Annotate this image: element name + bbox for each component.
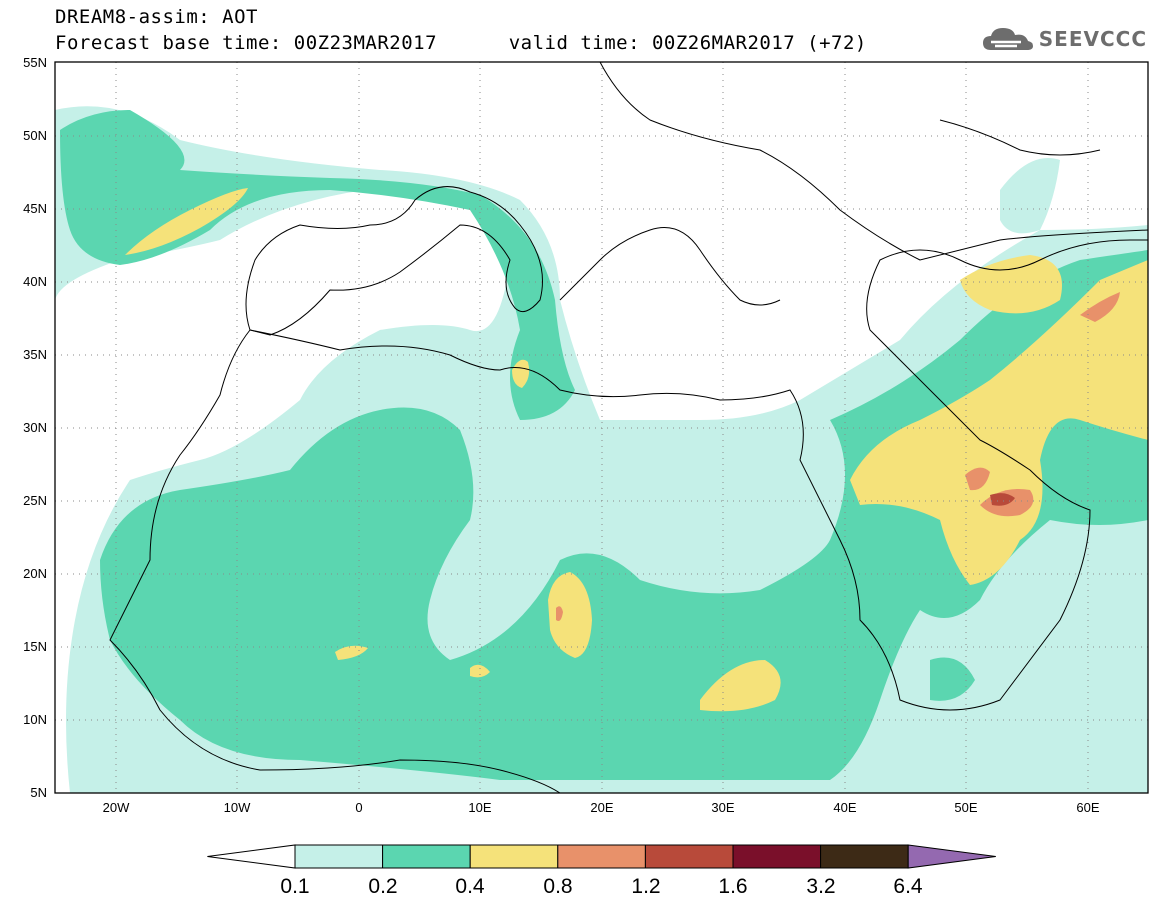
colorbar-segment xyxy=(294,844,384,869)
lat-label: 20N xyxy=(23,566,47,581)
seevccc-logo: SEEVCCC xyxy=(981,24,1147,54)
lon-label: 20W xyxy=(103,800,130,815)
colorbar-label: 1.2 xyxy=(631,875,660,898)
colorbar-label: 0.1 xyxy=(280,875,309,898)
map-frame xyxy=(54,61,1149,794)
colorbar-segment xyxy=(382,844,471,869)
colorbar-segment xyxy=(732,844,822,869)
lon-label: 0 xyxy=(355,800,362,815)
graticule xyxy=(55,62,1148,793)
colorbar-label: 0.8 xyxy=(543,875,572,898)
lon-label: 30E xyxy=(711,800,734,815)
lon-label: 20E xyxy=(590,800,613,815)
lat-label: 15N xyxy=(23,639,47,654)
colorbar-segment xyxy=(644,844,734,869)
colorbar-label: 3.2 xyxy=(806,875,835,898)
colorbar-segment xyxy=(557,844,646,869)
colorbar-segment xyxy=(469,844,559,869)
colorbar-labels: 0.1 0.2 0.4 0.8 1.2 1.6 3.2 6.4 xyxy=(280,875,923,898)
map-subtitle: Forecast base time: 00Z23MAR2017 valid t… xyxy=(55,32,867,54)
lat-label: 5N xyxy=(30,785,47,800)
lat-label: 10N xyxy=(23,712,47,727)
base-time: Forecast base time: 00Z23MAR2017 xyxy=(55,32,438,54)
colorbar-label: 1.6 xyxy=(718,875,747,898)
latitude-labels: 55N 50N 45N 40N 35N 30N 25N 20N 15N 10N … xyxy=(23,55,47,800)
colorbar-label: 0.2 xyxy=(368,875,397,898)
lat-label: 30N xyxy=(23,420,47,435)
lat-label: 45N xyxy=(23,201,47,216)
valid-time: valid time: 00Z26MAR2017 (+72) xyxy=(508,32,867,54)
coastlines xyxy=(109,62,1148,793)
colorbar-label: 0.4 xyxy=(455,875,485,898)
lon-label: 10W xyxy=(224,800,251,815)
colorbar-under-triangle xyxy=(207,844,296,869)
lon-label: 40E xyxy=(833,800,856,815)
lat-label: 55N xyxy=(23,55,47,70)
lon-label: 10E xyxy=(468,800,491,815)
lon-label: 60E xyxy=(1076,800,1099,815)
lat-label: 50N xyxy=(23,128,47,143)
lat-label: 40N xyxy=(23,274,47,289)
colorbar-label: 6.4 xyxy=(893,875,923,898)
cloud-icon xyxy=(982,28,1033,50)
map-title: DREAM8-assim: AOT xyxy=(55,6,258,28)
lon-label: 50E xyxy=(954,800,977,815)
lat-label: 35N xyxy=(23,347,47,362)
colorbar-over-triangle xyxy=(907,844,996,869)
colorbar-segment xyxy=(820,844,909,869)
lat-label: 25N xyxy=(23,493,47,508)
longitude-labels: 20W 10W 0 10E 20E 30E 40E 50E 60E xyxy=(103,800,1100,815)
colorbar xyxy=(207,844,996,869)
